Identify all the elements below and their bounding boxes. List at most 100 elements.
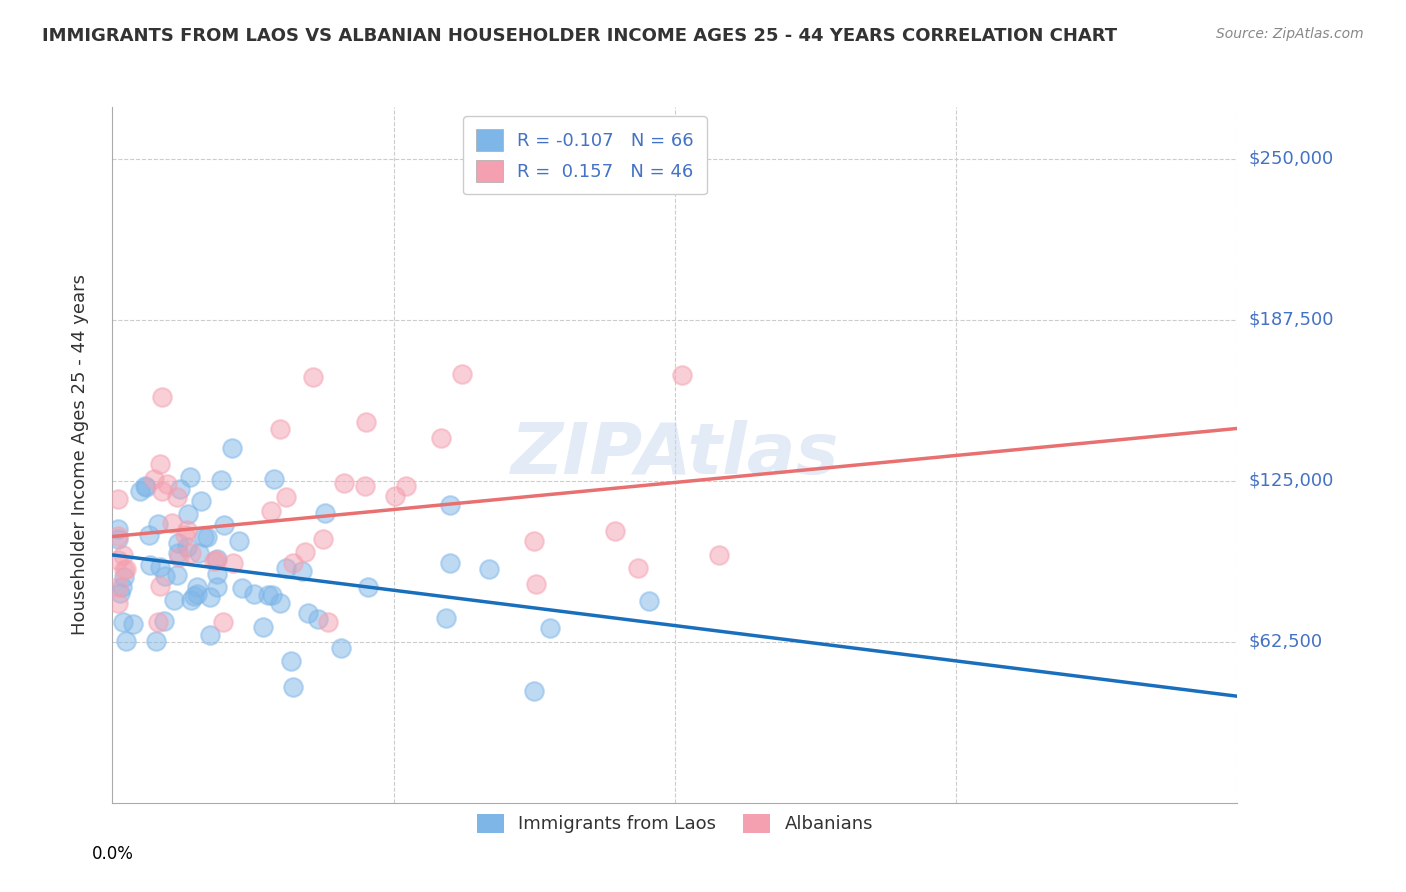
Point xyxy=(107,529,129,543)
Point xyxy=(150,483,173,498)
Text: $250,000: $250,000 xyxy=(1249,150,1334,168)
Point xyxy=(156,477,179,491)
Point xyxy=(283,680,305,694)
Point xyxy=(186,587,208,601)
Point xyxy=(384,489,406,503)
Point xyxy=(269,596,291,610)
Point xyxy=(221,442,243,456)
Point xyxy=(274,490,297,504)
Point xyxy=(166,567,188,582)
Point xyxy=(134,478,156,492)
Point xyxy=(173,528,195,542)
Point xyxy=(429,431,451,445)
Point xyxy=(114,562,136,576)
Point xyxy=(180,593,202,607)
Point xyxy=(145,633,167,648)
Point xyxy=(107,523,129,537)
Point xyxy=(330,641,353,656)
Point xyxy=(183,589,205,603)
Text: $125,000: $125,000 xyxy=(1249,472,1334,490)
Point xyxy=(318,615,340,630)
Text: Source: ZipAtlas.com: Source: ZipAtlas.com xyxy=(1216,27,1364,41)
Point xyxy=(166,546,188,560)
Point xyxy=(252,620,274,634)
Point xyxy=(205,567,228,582)
Point xyxy=(107,596,129,610)
Point xyxy=(524,576,547,591)
Point xyxy=(115,634,138,648)
Point xyxy=(176,523,198,537)
Point xyxy=(354,415,377,429)
Point xyxy=(291,564,314,578)
Point xyxy=(638,594,661,608)
Point xyxy=(709,548,731,562)
Point xyxy=(107,532,129,546)
Point xyxy=(169,482,191,496)
Point xyxy=(202,554,225,568)
Point xyxy=(112,570,135,584)
Point xyxy=(205,551,228,566)
Point xyxy=(162,516,184,530)
Point xyxy=(439,556,461,570)
Point xyxy=(112,563,135,577)
Point xyxy=(139,558,162,573)
Text: $187,500: $187,500 xyxy=(1249,310,1334,328)
Point xyxy=(167,549,190,564)
Point xyxy=(108,586,131,600)
Text: 0.0%: 0.0% xyxy=(91,845,134,863)
Point xyxy=(231,581,253,595)
Point xyxy=(205,580,228,594)
Point xyxy=(276,561,298,575)
Text: IMMIGRANTS FROM LAOS VS ALBANIAN HOUSEHOLDER INCOME AGES 25 - 44 YEARS CORRELATI: IMMIGRANTS FROM LAOS VS ALBANIAN HOUSEHO… xyxy=(42,27,1118,45)
Text: ZIPAtlas: ZIPAtlas xyxy=(510,420,839,490)
Point xyxy=(280,654,302,668)
Point xyxy=(121,617,143,632)
Point xyxy=(211,615,233,630)
Point xyxy=(627,560,650,574)
Point xyxy=(434,611,457,625)
Point xyxy=(214,518,236,533)
Point xyxy=(538,621,561,635)
Point xyxy=(205,553,228,567)
Point xyxy=(149,560,172,574)
Point xyxy=(129,484,152,499)
Point xyxy=(243,587,266,601)
Point xyxy=(111,580,134,594)
Point xyxy=(257,588,280,602)
Point xyxy=(297,607,319,621)
Point xyxy=(209,473,232,487)
Point xyxy=(148,615,170,630)
Point xyxy=(439,498,461,512)
Point xyxy=(149,579,172,593)
Point xyxy=(269,422,291,436)
Point xyxy=(228,533,250,548)
Point xyxy=(142,472,165,486)
Point xyxy=(221,556,243,570)
Point xyxy=(149,457,172,471)
Point xyxy=(146,516,169,531)
Point xyxy=(523,684,546,698)
Point xyxy=(190,494,212,508)
Point xyxy=(163,593,186,607)
Point xyxy=(153,614,176,628)
Point xyxy=(333,475,356,490)
Point xyxy=(260,504,283,518)
Point xyxy=(107,492,129,507)
Point xyxy=(200,590,222,604)
Point xyxy=(176,540,198,554)
Point xyxy=(671,368,693,382)
Point xyxy=(307,611,329,625)
Point xyxy=(167,535,190,549)
Point xyxy=(603,524,626,538)
Point xyxy=(111,615,134,629)
Legend: Immigrants from Laos, Albanians: Immigrants from Laos, Albanians xyxy=(468,805,882,842)
Point xyxy=(450,367,472,381)
Point xyxy=(198,628,221,642)
Point xyxy=(294,545,316,559)
Point xyxy=(395,479,418,493)
Point xyxy=(195,530,218,544)
Point xyxy=(262,588,284,602)
Point xyxy=(263,472,285,486)
Point xyxy=(186,580,208,594)
Point xyxy=(311,533,333,547)
